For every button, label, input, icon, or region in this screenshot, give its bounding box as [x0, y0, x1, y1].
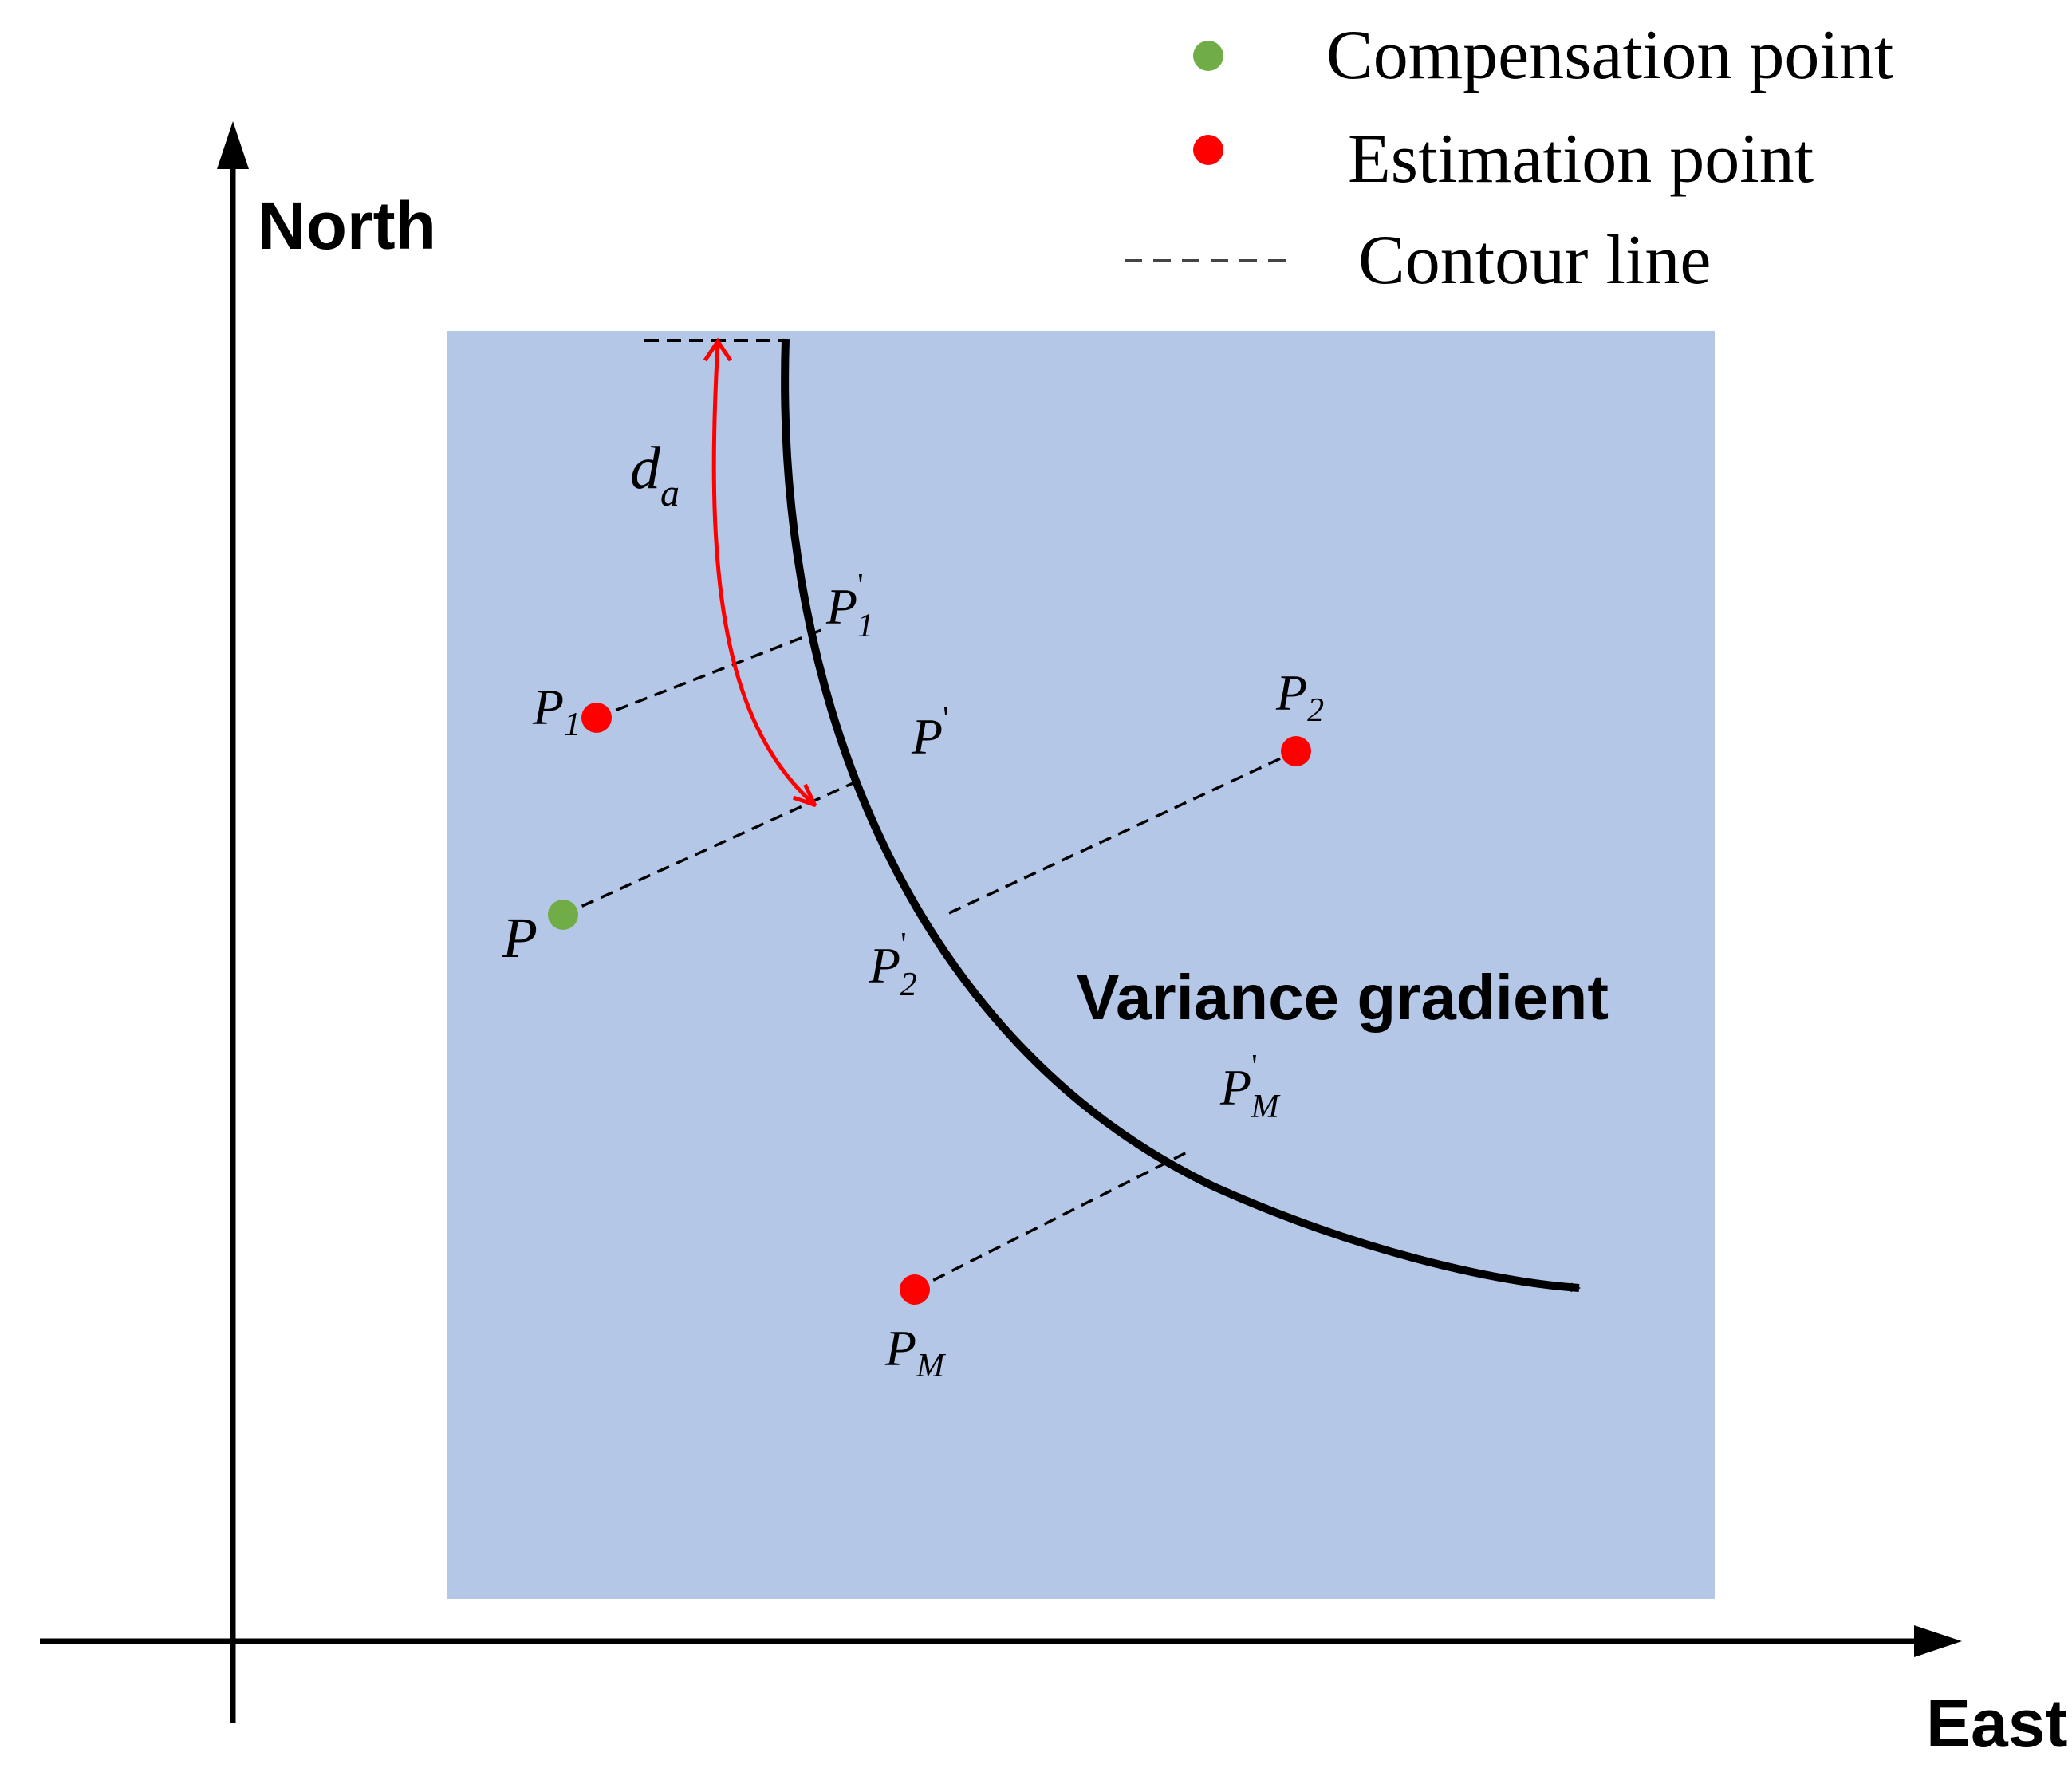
legend-compensation-marker — [1193, 41, 1223, 71]
contour-line-pm — [914, 1151, 1188, 1291]
north-axis-label: North — [258, 188, 436, 263]
label-pm: PM — [884, 1320, 946, 1384]
contour-line-p2 — [948, 750, 1297, 915]
point-pm — [900, 1274, 930, 1305]
legend-estimation-marker — [1193, 135, 1223, 165]
legend: Compensation point Estimation point Cont… — [1125, 17, 1893, 299]
north-axis — [217, 121, 249, 1723]
label-p1: P1 — [532, 679, 581, 743]
legend-compensation-label: Compensation point — [1326, 17, 1893, 94]
label-p-prime: P' — [911, 701, 949, 765]
distance-label: da — [630, 435, 680, 514]
variance-gradient-curve — [781, 338, 1581, 1293]
label-p1-prime: P' 1 — [825, 568, 874, 644]
distance-arc-start-arrowhead — [703, 337, 733, 362]
east-axis-arrowhead — [1914, 1625, 1962, 1657]
east-axis-label: East — [1926, 1686, 2067, 1761]
label-pm-prime: P' M — [1219, 1049, 1281, 1125]
point-p2 — [1281, 736, 1311, 766]
label-p2-prime: P' 2 — [869, 927, 917, 1003]
region-background — [447, 331, 1715, 1599]
variance-gradient-label: Variance gradient — [1077, 962, 1609, 1033]
east-axis — [40, 1625, 1962, 1657]
label-p: P — [502, 906, 538, 970]
label-p2: P2 — [1275, 664, 1324, 729]
distance-arc — [711, 342, 813, 804]
north-axis-arrowhead — [217, 121, 249, 169]
legend-estimation-label: Estimation point — [1348, 120, 1814, 198]
legend-contour-label: Contour line — [1358, 222, 1711, 299]
point-p — [548, 900, 578, 930]
point-p1 — [581, 703, 612, 733]
